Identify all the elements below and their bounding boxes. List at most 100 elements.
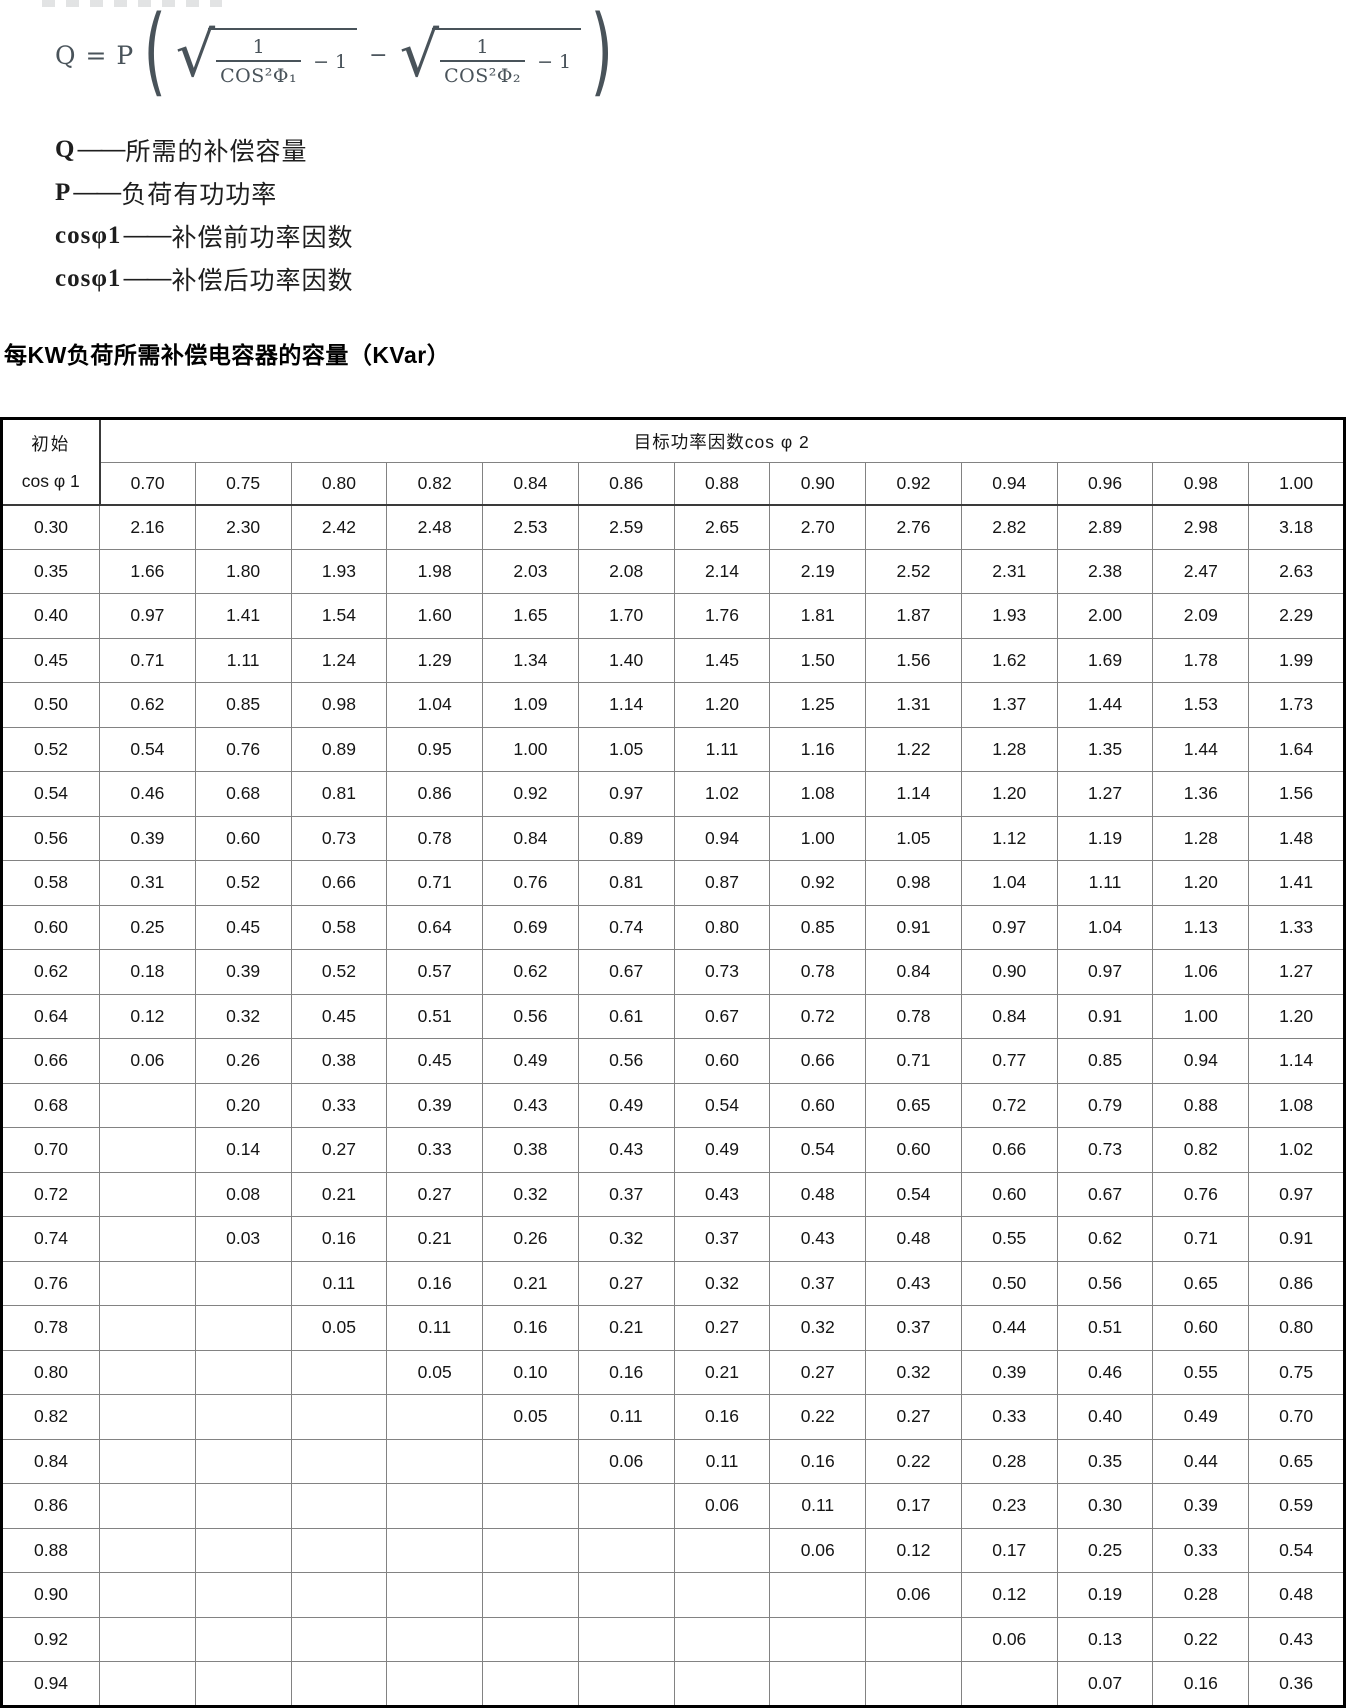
- row-label: 0.74: [1, 1216, 100, 1262]
- table-row: 0.60 0.25 0.45 0.58 0.64 0.69 0.74 0.80 0.85 0.91…: [1, 904, 1345, 950]
- capacity-cell: [960, 1661, 1058, 1707]
- legend-item: cosφ1 —— 补偿前功率因数: [55, 221, 354, 252]
- capacity-cell: 0.05: [290, 1305, 388, 1351]
- capacity-cell: 1.35: [1056, 726, 1154, 772]
- row-label: 0.58: [1, 860, 100, 906]
- capacity-cell: 0.73: [673, 949, 771, 995]
- capacity-cell: 0.82: [1152, 1127, 1250, 1173]
- capacity-cell: 0.87: [673, 860, 771, 906]
- capacity-cell: 0.55: [1152, 1349, 1250, 1395]
- capacity-cell: 0.31: [99, 860, 196, 906]
- capacity-cell: 2.42: [290, 504, 388, 550]
- capacity-cell: 0.59: [1248, 1483, 1345, 1529]
- capacity-cell: 0.97: [1056, 949, 1154, 995]
- capacity-cell: [99, 1483, 196, 1529]
- capacity-cell: [194, 1616, 292, 1662]
- capacity-cell: [290, 1483, 388, 1529]
- capacity-cell: 1.31: [865, 682, 962, 728]
- table-row: 0.58 0.31 0.52 0.66 0.71 0.76 0.81 0.87 0.92 0.98…: [1, 860, 1345, 906]
- row-label: 0.56: [1, 815, 100, 861]
- capacity-cell: 0.11: [673, 1438, 771, 1484]
- capacity-cell: 0.43: [482, 1082, 579, 1128]
- capacity-cell: [194, 1527, 292, 1573]
- capacity-cell: 0.61: [577, 993, 675, 1039]
- legend-item: Q —— 所需的补偿容量: [55, 135, 308, 166]
- capacity-cell: 0.36: [1248, 1661, 1345, 1707]
- capacity-cell: 0.45: [290, 993, 388, 1039]
- capacity-cell: 0.77: [960, 1038, 1058, 1084]
- capacity-cell: 0.27: [673, 1305, 771, 1351]
- capacity-cell: [290, 1527, 388, 1573]
- capacity-cell: 0.54: [865, 1171, 962, 1217]
- row-label: 0.84: [1, 1438, 100, 1484]
- capacity-cell: 0.39: [1152, 1483, 1250, 1529]
- capacity-cell: 2.08: [577, 548, 675, 594]
- capacity-cell: 0.16: [290, 1216, 388, 1262]
- capacity-cell: 1.56: [1248, 771, 1345, 817]
- capacity-cell: 0.71: [99, 637, 196, 683]
- corner-top-label: 初始: [31, 434, 71, 455]
- capacity-cell: 1.36: [1152, 771, 1250, 817]
- row-label: 0.92: [1, 1616, 100, 1662]
- capacity-cell: 1.22: [865, 726, 962, 772]
- row-label: 0.35: [1, 548, 100, 594]
- row-label: 0.88: [1, 1527, 100, 1573]
- capacity-cell: 0.98: [865, 860, 962, 906]
- row-label: 0.60: [1, 904, 100, 950]
- capacity-cell: 0.05: [482, 1394, 579, 1440]
- capacity-cell: 0.49: [1152, 1394, 1250, 1440]
- capacity-cell: 0.37: [865, 1305, 962, 1351]
- table-title: 每KW负荷所需补偿电容器的容量（KVar）: [4, 342, 451, 368]
- row-label: 0.50: [1, 682, 100, 728]
- capacity-cell: 1.20: [1152, 860, 1250, 906]
- capacity-cell: 2.19: [769, 548, 867, 594]
- capacity-cell: [99, 1127, 196, 1173]
- capacity-cell: [482, 1661, 579, 1707]
- capacity-cell: 0.67: [1056, 1171, 1154, 1217]
- capacity-cell: [482, 1616, 579, 1662]
- capacity-cell: [482, 1438, 579, 1484]
- column-header: 0.70: [99, 462, 196, 506]
- capacity-cell: 0.27: [769, 1349, 867, 1395]
- capacity-cell: 0.54: [1248, 1527, 1345, 1573]
- row-label: 0.76: [1, 1260, 100, 1306]
- capacity-cell: [194, 1661, 292, 1707]
- capacity-cell: 0.37: [769, 1260, 867, 1306]
- row-label: 0.90: [1, 1572, 100, 1618]
- capacity-cell: 1.40: [577, 637, 675, 683]
- capacity-cell: 2.82: [960, 504, 1058, 550]
- capacity-cell: 0.80: [1248, 1305, 1345, 1351]
- capacity-cell: 0.73: [290, 815, 388, 861]
- capacity-cell: 0.37: [673, 1216, 771, 1262]
- close-paren: ): [590, 0, 614, 107]
- capacity-cell: 0.11: [769, 1483, 867, 1529]
- capacity-cell: 0.21: [482, 1260, 579, 1306]
- cropped-text-artifact: [42, 0, 222, 7]
- capacity-cell: 0.32: [769, 1305, 867, 1351]
- row-label: 0.72: [1, 1171, 100, 1217]
- capacity-cell: 0.22: [1152, 1616, 1250, 1662]
- capacity-cell: 0.86: [386, 771, 484, 817]
- capacity-cell: 2.47: [1152, 548, 1250, 594]
- capacity-cell: 0.49: [482, 1038, 579, 1084]
- capacity-cell: 0.26: [194, 1038, 292, 1084]
- capacity-cell: 2.09: [1152, 593, 1250, 639]
- capacity-cell: 1.28: [1152, 815, 1250, 861]
- capacity-cell: 1.08: [769, 771, 867, 817]
- capacity-cell: 1.73: [1248, 682, 1345, 728]
- capacity-cell: 0.27: [386, 1171, 484, 1217]
- capacity-cell: 2.89: [1056, 504, 1154, 550]
- capacity-cell: [99, 1082, 196, 1128]
- capacity-cell: 1.14: [865, 771, 962, 817]
- table-row: 0.66 0.06 0.26 0.38 0.45 0.49 0.56 0.60 0.66 0.71…: [1, 1038, 1345, 1084]
- capacity-cell: 2.65: [673, 504, 771, 550]
- capacity-cell: 1.28: [960, 726, 1058, 772]
- capacity-cell: [865, 1661, 962, 1707]
- formula-lhs: Q = P: [55, 41, 135, 70]
- capacity-cell: 0.21: [386, 1216, 484, 1262]
- capacity-cell: 1.02: [1248, 1127, 1345, 1173]
- capacity-cell: 0.85: [1056, 1038, 1154, 1084]
- capacity-cell: [769, 1616, 867, 1662]
- capacity-cell: 0.16: [482, 1305, 579, 1351]
- capacity-cell: 0.11: [577, 1394, 675, 1440]
